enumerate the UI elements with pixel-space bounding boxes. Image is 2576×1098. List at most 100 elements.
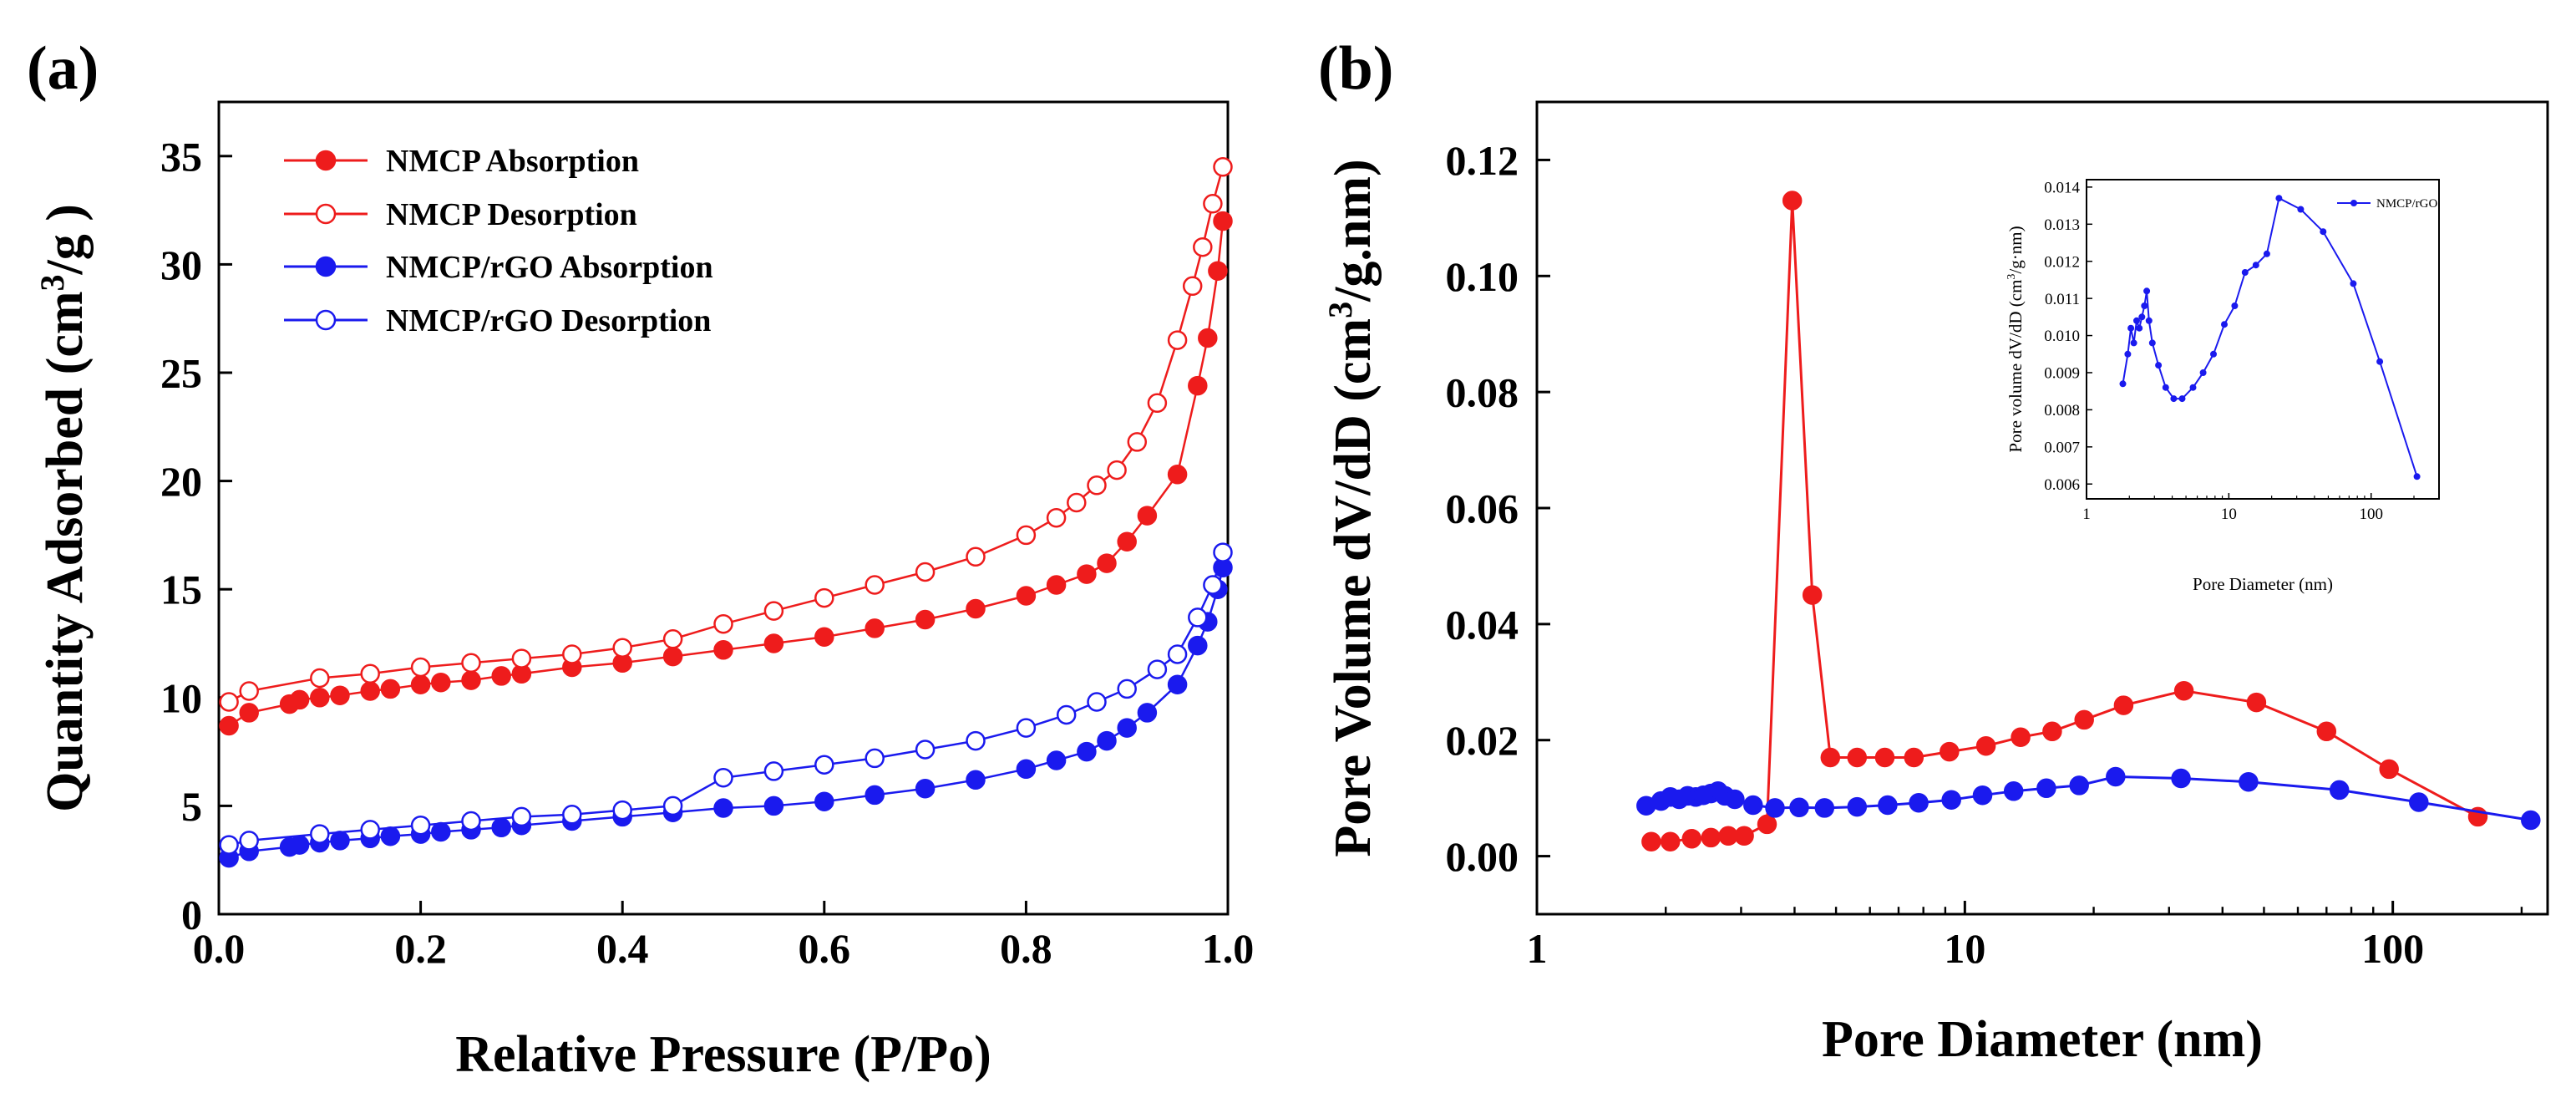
nmcp-absorption-point (662, 646, 683, 667)
y-tick-label: 0.02 (1446, 717, 1519, 764)
nmcp-rgo-absorption-point (1077, 741, 1097, 762)
inset-nmcp-rgo-point (2413, 473, 2421, 480)
nmcp-absorption-point (360, 681, 380, 701)
panel-b-x-axis-title: Pore Diameter (nm) (1822, 1011, 2263, 1068)
x-tick-label: 10 (2221, 506, 2237, 523)
nmcp-rgo-pore-point (1909, 792, 1929, 813)
nmcp-pore-point (2316, 721, 2337, 742)
legend-label-nmcp-rgo-absorption: NMCP/rGO Absorption (386, 250, 713, 285)
nmcp-rgo-pore-point (2171, 768, 2191, 789)
panel-a-series (219, 157, 1233, 868)
nmcp-absorption-point (763, 633, 784, 653)
nmcp-rgo-absorption-point (1046, 750, 1067, 770)
nmcp-rgo-desorption-point (310, 824, 330, 844)
nmcp-rgo-pore-point (2069, 775, 2089, 796)
nmcp-rgo-desorption-point (1016, 718, 1037, 738)
inset-nmcp-rgo-point (2350, 280, 2357, 287)
x-tick-label: 0.0 (193, 925, 246, 972)
nmcp-absorption-point (410, 674, 431, 694)
nmcp-rgo-pore-point (1789, 797, 1809, 818)
inset-nmcp-rgo-point (2145, 317, 2153, 324)
nmcp-rgo-absorption-point (380, 826, 401, 846)
y-tick-label: 0.008 (2044, 402, 2080, 419)
nmcp-absorption-point (1137, 506, 1158, 526)
inset-nmcp-rgo-point (2130, 339, 2137, 347)
inset-nmcp-rgo-point (2241, 269, 2249, 276)
nmcp-rgo-desorption-point (865, 748, 885, 769)
legend-marker-nmcp-absorption (315, 150, 337, 171)
nmcp-rgo-absorption-point (431, 821, 451, 842)
nmcp-rgo-absorption-point (491, 817, 511, 838)
inset-x-axis-title: Pore Diameter (nm) (2193, 574, 2333, 594)
nmcp-pore-point (1802, 585, 1823, 605)
nmcp-pore-point (1734, 826, 1754, 846)
nmcp-pore-point (1757, 814, 1777, 835)
nmcp-rgo-pore-point (1814, 798, 1835, 818)
nmcp-rgo-absorption-point (713, 798, 733, 818)
nmcp-desorption-point (1203, 194, 1223, 214)
inset-nmcp-rgo-point (2263, 250, 2270, 257)
nmcp-rgo-desorption-point (1117, 679, 1137, 699)
inset-nmcp-rgo-point (2162, 384, 2169, 391)
y-tick-label: 10 (160, 674, 202, 721)
nmcp-rgo-desorption-point (219, 835, 239, 855)
nmcp-absorption-point (814, 627, 834, 647)
inset-axes: 1 10 100 0.006 0.007 0.008 0.009 0.010 0.011 0.01… (2044, 180, 2440, 523)
inset-nmcp-rgo-point (2275, 195, 2283, 202)
x-tick-label: 10 (1944, 925, 1985, 972)
nmcp-absorption-point (1077, 564, 1097, 584)
nmcp-pore-point (1940, 741, 1960, 762)
nmcp-desorption-point (1213, 157, 1233, 177)
nmcp-rgo-pore-point (2521, 810, 2541, 831)
nmcp-rgo-pore-point (1878, 795, 1898, 816)
nmcp-rgo-pore-point (2409, 792, 2429, 812)
nmcp-absorption-point (1117, 531, 1137, 552)
x-tick-label: 100 (2361, 925, 2424, 972)
nmcp-desorption-point (219, 692, 239, 712)
nmcp-desorption-point (1016, 525, 1037, 546)
legend-label-nmcp-rgo-desorption: NMCP/rGO Desorption (386, 303, 711, 338)
nmcp-desorption-point (1127, 432, 1148, 452)
x-tick-label: 0.4 (596, 925, 649, 972)
y-tick-label: 0.010 (2044, 328, 2080, 345)
nmcp-rgo-absorption-point (966, 770, 986, 790)
y-tick-label: 0.014 (2044, 180, 2080, 197)
nmcp-rgo-desorption-point (1147, 659, 1168, 679)
nmcp-desorption-point (966, 546, 986, 567)
nmcp-rgo-pore-point (2003, 781, 2024, 801)
nmcp-pore-point (1701, 827, 1722, 848)
inset-nmcp-rgo-point (2141, 302, 2148, 309)
nmcp-absorption-point (431, 672, 451, 693)
inset-nmcp-rgo-point (2155, 362, 2163, 369)
nmcp-absorption-point (219, 715, 239, 736)
panel-a-adsorption-isotherm: (a) 0.0 0.2 0.4 0.6 0.8 1.0 0 5 10 15 20 25 30 35 Rel… (27, 34, 1254, 1083)
y-tick-label: 0.013 (2044, 216, 2080, 234)
nmcp-desorption-point (310, 668, 330, 689)
nmcp-rgo-desorption-point (1203, 575, 1223, 595)
inset-nmcp-rgo-point (2178, 395, 2186, 403)
legend-marker-nmcp-rgo-desorption (315, 309, 337, 331)
inset-nmcp-rgo-point (2124, 350, 2132, 358)
nmcp-desorption-point (1182, 276, 1203, 297)
nmcp-rgo-pore-point (1972, 785, 1993, 806)
nmcp-desorption-point (562, 644, 582, 664)
nmcp-pore-point (1820, 747, 1841, 768)
nmcp-absorption-point (966, 598, 986, 619)
nmcp-rgo-desorption-point (966, 730, 986, 751)
y-tick-label: 0.00 (1446, 833, 1519, 880)
y-tick-label: 0.04 (1446, 601, 1519, 648)
nmcp-absorption-point (915, 609, 936, 630)
nmcp-absorption-point (1097, 553, 1117, 573)
inset-nmcp-rgo-point (2199, 369, 2207, 376)
nmcp-pore-point (2113, 695, 2134, 715)
inset-nmcp-rgo-point (2376, 358, 2384, 365)
nmcp-rgo-absorption-point (915, 778, 936, 799)
nmcp-rgo-pore-point (2036, 778, 2056, 799)
nmcp-rgo-desorption-point (915, 740, 936, 760)
panel-b-pore-distribution: (b) 1 10 100 0.00 0.02 0.04 0.06 0.08 0.10 0.12 P… (1318, 34, 2549, 1068)
inset-nmcp-rgo-point (2320, 228, 2327, 236)
nmcp-pore-point (1847, 747, 1868, 768)
y-tick-label: 0.011 (2045, 291, 2080, 308)
inset-y-axis-title: Pore volume dV/dD (cm3/g·nm) (2006, 226, 2026, 452)
